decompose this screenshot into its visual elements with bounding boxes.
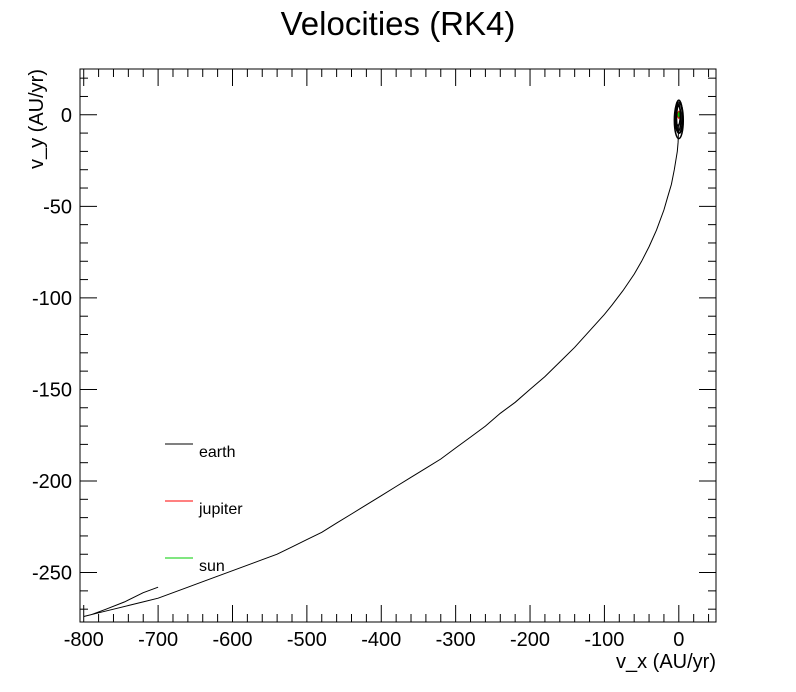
x-tick-label: -400 — [361, 629, 401, 651]
y-tick-label: -250 — [32, 563, 72, 585]
series-earth-orbit-loop — [675, 103, 682, 127]
y-axis-tick-labels: 0 -50 -100 -150 -200 -250 — [32, 105, 72, 585]
y-tick-label: 0 — [61, 105, 72, 127]
x-axis-tick-labels: -800 -700 -600 -500 -400 -300 -200 -100 0 — [64, 629, 685, 651]
x-axis-label: v_x (AU/yr) — [616, 651, 716, 673]
x-tick-label: -300 — [436, 629, 476, 651]
series-earth-line — [83, 123, 680, 617]
x-tick-label: 0 — [673, 629, 684, 651]
x-tick-label: -200 — [510, 629, 550, 651]
x-tick-label: -600 — [212, 629, 252, 651]
y-axis-ticks — [80, 77, 716, 610]
x-tick-label: -100 — [584, 629, 624, 651]
plot-area-frame — [79, 68, 717, 623]
y-tick-label: -150 — [32, 379, 72, 401]
y-axis-label: v_y (AU/yr) — [26, 69, 48, 169]
series-layer — [83, 99, 685, 617]
series-sun-line — [677, 111, 681, 119]
x-tick-label: -800 — [64, 629, 104, 651]
y-tick-label: -50 — [43, 196, 72, 218]
legend-label-earth: earth — [199, 444, 235, 461]
x-tick-label: -500 — [287, 629, 327, 651]
legend-label-jupiter: jupiter — [198, 501, 243, 518]
legend: earth jupiter sun — [165, 443, 243, 575]
chart-title: Velocities (RK4) — [281, 5, 516, 42]
x-axis-ticks — [83, 69, 710, 622]
y-tick-label: -200 — [32, 471, 72, 493]
legend-label-sun: sun — [199, 558, 225, 575]
y-tick-label: -100 — [32, 288, 72, 310]
x-tick-label: -700 — [138, 629, 178, 651]
series-earth-orbit-loop — [673, 101, 685, 140]
